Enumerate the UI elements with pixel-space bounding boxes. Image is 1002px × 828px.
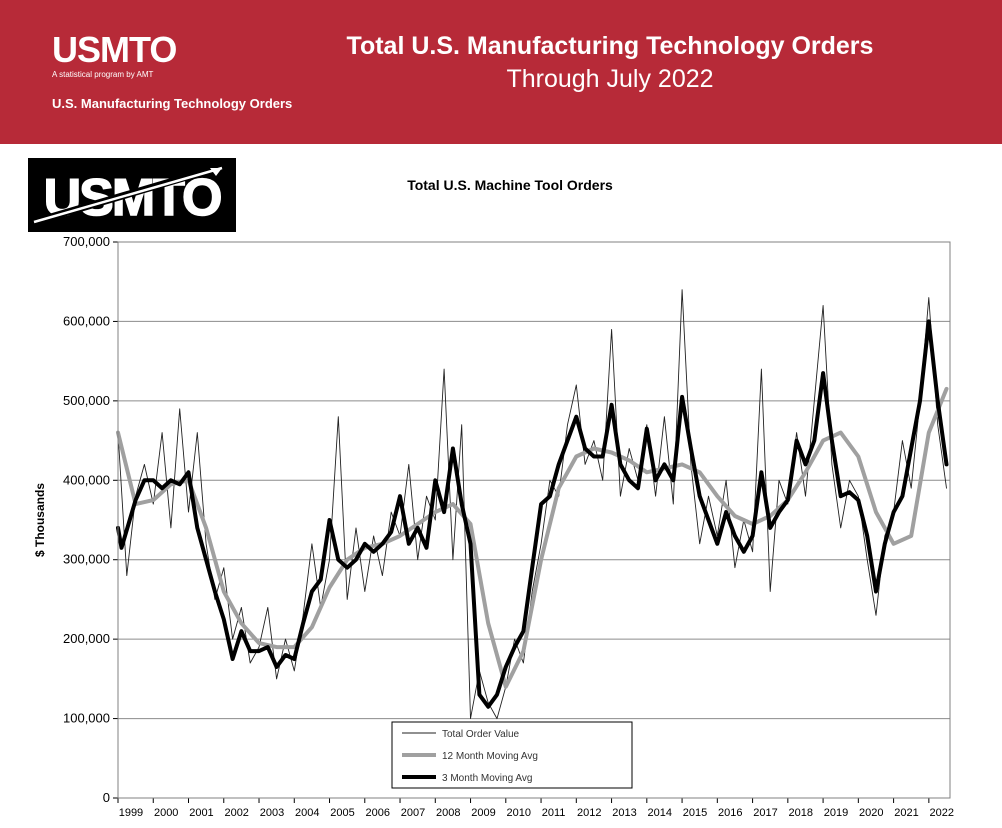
x-tick-label: 2017 bbox=[753, 807, 777, 819]
x-tick-label: 2012 bbox=[577, 807, 601, 819]
y-tick-label: 100,000 bbox=[63, 711, 110, 726]
chart-title: Total U.S. Machine Tool Orders bbox=[407, 177, 613, 193]
x-tick-label: 2021 bbox=[894, 807, 918, 819]
plot-frame bbox=[117, 241, 951, 799]
x-tick-label: 2013 bbox=[612, 807, 636, 819]
x-tick-label: 2009 bbox=[471, 807, 495, 819]
x-tick-label: 2005 bbox=[330, 807, 354, 819]
x-tick-label: 2011 bbox=[542, 807, 566, 819]
header-subtitle: U.S. Manufacturing Technology Orders bbox=[52, 96, 293, 111]
x-tick-label: 2016 bbox=[718, 807, 742, 819]
logo-wordmark: USMTO bbox=[52, 29, 177, 70]
logo-tagline: A statistical program by AMT bbox=[52, 70, 154, 79]
header-title-line2: Through July 2022 bbox=[506, 65, 714, 93]
logo-arrow-line bbox=[33, 166, 223, 224]
x-tick-label: 2018 bbox=[789, 807, 813, 819]
x-tick-label: 2003 bbox=[260, 807, 284, 819]
x-tick-label: 2010 bbox=[507, 807, 531, 819]
x-tick-label: 2014 bbox=[648, 807, 672, 819]
y-tick-label: 200,000 bbox=[63, 631, 110, 646]
y-tick-label: 300,000 bbox=[63, 552, 110, 567]
header-banner: USMTO A statistical program by AMT U.S. … bbox=[0, 0, 1002, 144]
legend-label: 3 Month Moving Avg bbox=[442, 773, 532, 784]
x-tick-label: 2000 bbox=[154, 807, 178, 819]
header-title: Total U.S. Manufacturing Technology Orde… bbox=[300, 30, 920, 96]
y-tick-label: 600,000 bbox=[63, 313, 110, 328]
x-axis-ticks: 1999 2000 2001 2002 2003 2004 2005 2006 2007 2008… bbox=[117, 798, 954, 819]
legend-label: 12 Month Moving Avg bbox=[442, 751, 538, 762]
x-tick-label: 2008 bbox=[436, 807, 460, 819]
y-tick-label: 0 bbox=[103, 790, 110, 805]
series-line-1 bbox=[117, 289, 947, 720]
x-tick-label: 2015 bbox=[683, 807, 707, 819]
legend-label: Total Order Value bbox=[442, 729, 520, 740]
usmto-logo-box: USMTO bbox=[28, 158, 236, 232]
x-tick-label: 2022 bbox=[930, 807, 954, 819]
series-line-3 bbox=[116, 319, 949, 709]
y-tick-label: 700,000 bbox=[63, 234, 110, 249]
header-title-line1: Total U.S. Manufacturing Technology Orde… bbox=[346, 32, 874, 60]
legend: Total Order Value 12 Month Moving Avg 3 Mo… bbox=[391, 721, 633, 789]
series-lines bbox=[116, 289, 949, 720]
x-tick-label: 2002 bbox=[224, 807, 248, 819]
series-line-2 bbox=[116, 386, 949, 689]
y-axis-ticks: 0 100,000 200,000 300,000 400,000 500,000 600,… bbox=[63, 234, 118, 805]
line-chart: 0 100,000 200,000 300,000 400,000 500,000 600,… bbox=[33, 234, 954, 819]
x-tick-label: 2006 bbox=[365, 807, 389, 819]
x-tick-label: 1999 bbox=[119, 807, 143, 819]
y-tick-label: 400,000 bbox=[63, 472, 110, 487]
logo-arrow-head-icon bbox=[210, 168, 222, 176]
x-tick-label: 2004 bbox=[295, 807, 319, 819]
gridlines bbox=[118, 241, 950, 799]
x-tick-label: 2001 bbox=[189, 807, 213, 819]
x-tick-label: 2019 bbox=[824, 807, 848, 819]
usmto-logo: USMTO A statistical program by AMT bbox=[52, 29, 177, 80]
x-tick-label: 2020 bbox=[859, 807, 883, 819]
y-tick-label: 500,000 bbox=[63, 393, 110, 408]
y-axis-label: $ Thousands bbox=[33, 483, 47, 557]
x-tick-label: 2007 bbox=[401, 807, 425, 819]
